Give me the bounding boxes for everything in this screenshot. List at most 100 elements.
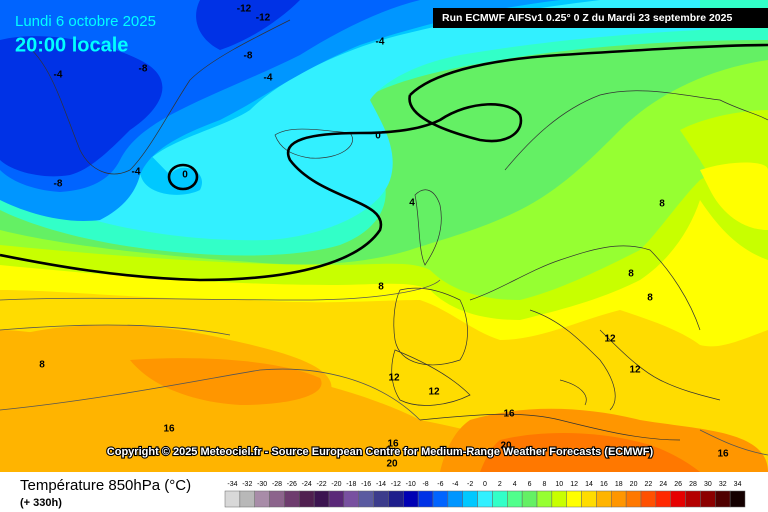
colorbar-swatch [581,490,597,508]
contour-label: 8 [659,199,665,210]
contour-label: 20 [386,459,398,470]
colorbar-swatch [224,490,241,508]
run-info: Run ECMWF AIFSv1 0.25° 0 Z du Mardi 23 s… [442,12,732,24]
colorbar-label: 22 [645,481,653,488]
colorbar-label: 10 [555,481,563,488]
colorbar-swatch [729,490,746,508]
colorbar-swatch [655,490,671,508]
colorbar-label: 26 [674,481,682,488]
contour-label: 8 [647,293,653,304]
colorbar-label: 32 [719,481,727,488]
colorbar-label: 2 [498,481,502,488]
colorbar-swatch [521,490,538,508]
contour-label: -4 [132,167,141,178]
colorbar-label: -20 [331,481,341,488]
colorbar-swatch [299,490,315,508]
colorbar-label: -32 [242,481,252,488]
colorbar-label: -14 [376,481,386,488]
contour-label: 16 [163,424,175,435]
colorbar-label: -30 [257,481,267,488]
colorbar-label: -18 [346,481,356,488]
colorbar-swatch [343,490,359,508]
colorbar-label: -6 [437,481,443,488]
contour-label: 8 [39,360,45,371]
colorbar-swatch [403,490,419,508]
colorbar-label: 4 [513,481,517,488]
contour-label: 0 [182,170,188,181]
colorbar-swatch [269,490,285,508]
colorbar-label: -24 [302,481,312,488]
colorbar-swatch [670,490,686,508]
colorbar-label: -4 [452,481,458,488]
contour-label: 8 [628,269,634,280]
contour-label: 16 [387,439,399,450]
contour-labels: -12 -12 -4 -8 -4 -8 -4 -4 0 0 -8 4 8 8 8… [39,4,729,470]
contour-label: -8 [139,64,148,75]
contour-label: -4 [376,37,385,48]
isotherms [0,43,768,456]
contour-label: 20 [500,441,512,452]
contour-label: 12 [428,387,440,398]
forecast-date: Lundi 6 octobre 2025 [15,13,156,30]
colorbar-swatch [492,490,508,508]
colorbar-swatch [447,490,463,508]
colorbar-swatch [388,490,404,508]
contour-label: 16 [717,449,729,460]
colorbar-label: 28 [689,481,697,488]
colorbar-swatch [685,490,701,508]
colorbar-label: -22 [317,481,327,488]
colorbar-label: -34 [227,481,237,488]
contour-label: -8 [244,51,253,62]
colorbar-label: 30 [704,481,712,488]
contour-label: 8 [378,282,384,293]
contour-label: -12 [237,4,252,15]
colorbar-label: -12 [391,481,401,488]
colorbar-swatch [284,490,300,508]
colorbar-swatch [432,490,449,508]
colorbar-label: -16 [361,481,371,488]
colorbar-swatch [417,490,434,508]
colorbar-swatch [611,490,627,508]
colorbar-swatch [551,490,567,508]
colorbar-label: 20 [630,481,638,488]
forecast-time: 20:00 locale [15,34,128,56]
colorbar-swatch [507,490,523,508]
colorbar-label: -8 [422,481,428,488]
lead-time: (+ 330h) [20,497,62,509]
colorbar-swatch [715,490,731,508]
colorbar-label: 14 [585,481,593,488]
colorbar-swatch [596,490,612,508]
legend-title: Température 850hPa (°C) [20,477,191,494]
colorbar-label: 24 [659,481,667,488]
colorbar-label: -26 [287,481,297,488]
colorbar-swatch [536,490,553,508]
colorbar-swatch [477,490,493,508]
colorbar-label: 34 [734,481,742,488]
colorbar-label: 0 [483,481,487,488]
contour-label: 12 [388,373,400,384]
colorbar-swatch [373,490,389,508]
temperature-field [0,0,768,472]
colorbar: -34 -32 -30 -28 -26 -24 -22 -20 -18 -16 -14 -12 -10-… [224,481,746,508]
colorbar-swatch [239,490,255,508]
colorbar-label: -2 [467,481,473,488]
coastlines [19,19,768,441]
colorbar-label: 12 [570,481,578,488]
colorbar-label: 8 [542,481,546,488]
contour-label: -4 [264,73,273,84]
colorbar-label: -28 [272,481,282,488]
colorbar-label: 18 [615,481,623,488]
colorbar-swatch [313,490,330,508]
contour-label: 4 [409,198,415,209]
colorbar-label: -10 [406,481,416,488]
run-box [433,8,768,28]
contour-label: -12 [256,13,271,24]
colorbar-label: 16 [600,481,608,488]
contour-label: -8 [54,179,63,190]
contour-label: -4 [54,70,63,81]
colorbar-swatch [254,490,270,508]
colorbar-label: 6 [528,481,532,488]
contour-label: 0 [375,131,381,142]
